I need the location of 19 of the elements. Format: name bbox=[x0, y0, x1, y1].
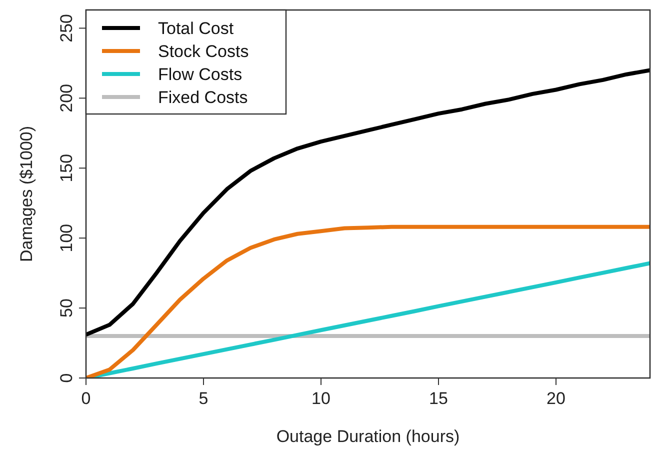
line-series bbox=[86, 68, 650, 337]
x-tick-label: 10 bbox=[312, 389, 330, 408]
x-tick-label: 20 bbox=[546, 389, 566, 408]
y-tick-label: 200 bbox=[57, 84, 76, 112]
x-tick-label: 5 bbox=[198, 389, 208, 408]
y-tick-label: 150 bbox=[57, 154, 76, 182]
legend-label: Stock Costs bbox=[158, 42, 249, 61]
y-tick-label: 50 bbox=[57, 298, 76, 318]
legend-label: Total Cost bbox=[158, 19, 234, 38]
legend-label: Flow Costs bbox=[158, 65, 242, 84]
y-tick-label: 250 bbox=[57, 14, 76, 42]
x-tick-label: 15 bbox=[429, 389, 448, 408]
y-tick-label: 0 bbox=[57, 373, 76, 383]
x-tick-label: 0 bbox=[81, 389, 91, 408]
y-axis-title: Damages ($1000) bbox=[17, 126, 36, 262]
y-tick-label: 100 bbox=[57, 224, 76, 252]
x-axis-title: Outage Duration (hours) bbox=[276, 427, 460, 446]
line-series bbox=[86, 224, 650, 378]
legend-label: Fixed Costs bbox=[158, 88, 248, 107]
